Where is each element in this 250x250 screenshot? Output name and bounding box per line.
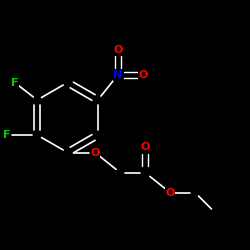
Text: O: O (138, 70, 147, 80)
Text: O: O (165, 188, 175, 198)
Text: N: N (113, 70, 122, 80)
Text: F: F (4, 130, 11, 140)
Text: O: O (140, 142, 150, 152)
Text: F: F (11, 78, 18, 88)
Text: O: O (90, 148, 100, 158)
Text: O: O (113, 45, 122, 55)
